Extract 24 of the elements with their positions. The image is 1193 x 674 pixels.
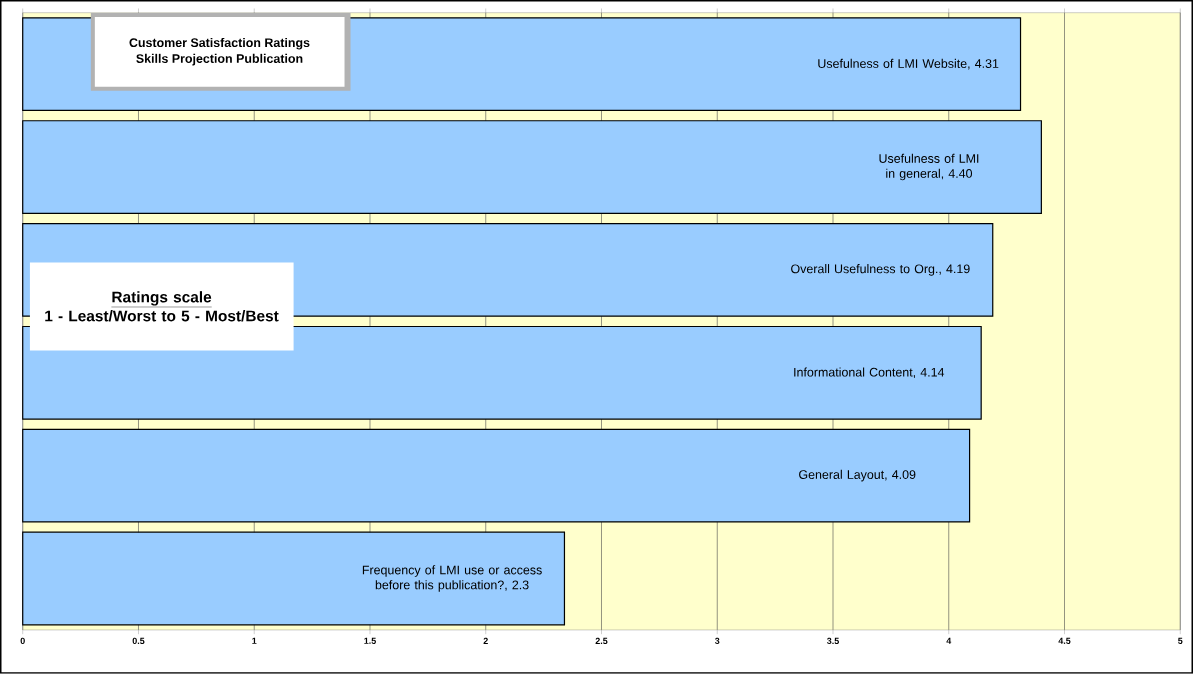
annotation: Ratings scale [112,291,212,306]
data-label: Usefulness of LMI Website, 4.31 [818,59,999,70]
data-label: Frequency of LMI use or access before this publication?, 2.3 [362,565,542,592]
data-label: Informational Content, 4.14 [794,367,945,379]
x-tick-label: 3 [714,637,720,645]
x-tick-label: 0.5 [132,637,145,645]
x-tick-label: 5 [1178,637,1183,645]
data-label: General Layout, 4.09 [799,470,916,482]
annotation: 1 - Least/Worst to 5 - Most/Best [45,310,279,322]
bar [22,120,1042,215]
data-label: Overall Usefulness to Org., 4.19 [791,264,970,276]
x-tick-label: 2.5 [595,637,608,645]
data-label: Usefulness of LMI in general, 4.40 [879,153,979,181]
x-tick-label: 4.5 [1058,637,1071,645]
text: Customer Satisfaction Ratings Skills Projection Publication [129,38,310,66]
x-tick-label: 1.5 [364,637,376,645]
x-tick-label: 3.5 [826,637,839,645]
bar [22,326,982,420]
x-tick-label: 2 [483,637,488,645]
x-tick-label: 0 [20,637,25,645]
bar [22,531,566,626]
bar [22,428,971,523]
x-tick-label: 1 [252,637,257,645]
x-tick-label: 4 [946,637,952,645]
